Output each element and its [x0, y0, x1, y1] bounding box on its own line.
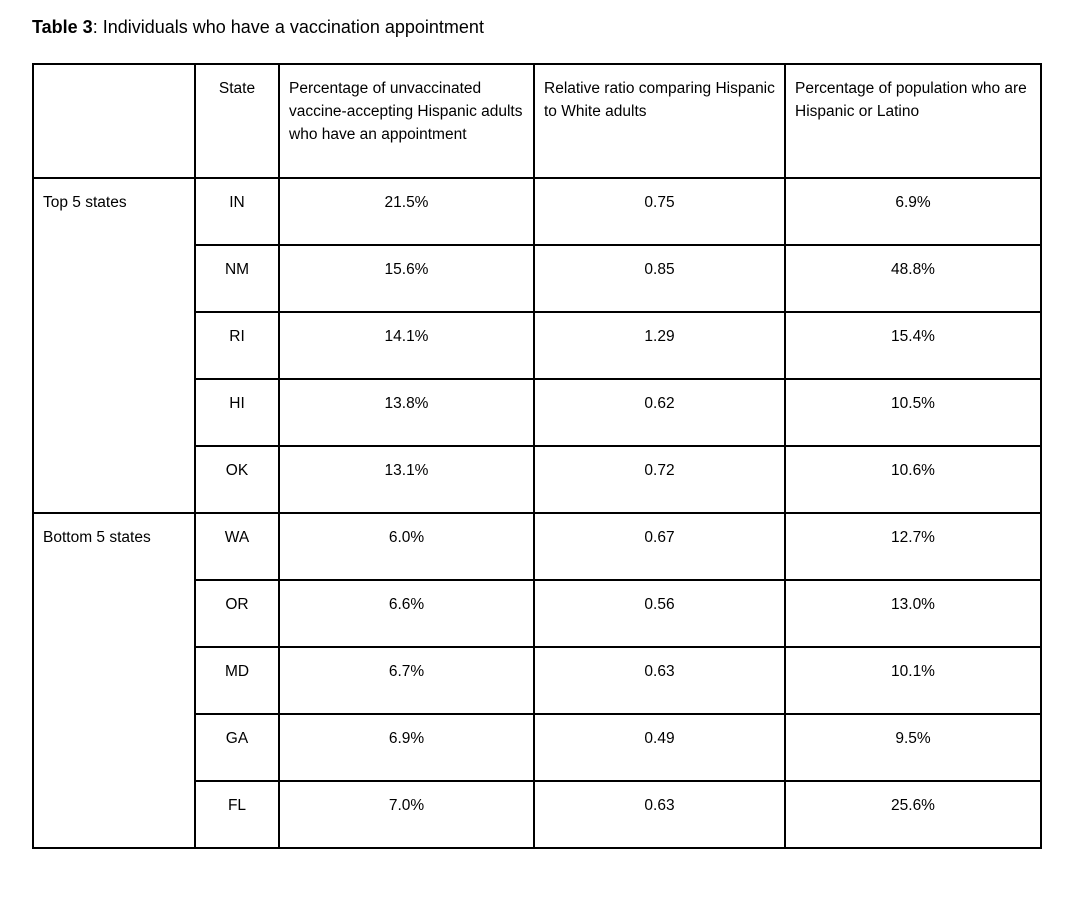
header-cell-empty [32, 63, 196, 179]
cell-appointment-pct: 6.6% [278, 579, 535, 648]
cell-relative-ratio: 0.85 [533, 244, 786, 313]
cell-appointment-pct: 21.5% [278, 177, 535, 246]
cell-state: GA [194, 713, 280, 782]
table-row: Bottom 5 states WA 6.0% 0.67 12.7% [32, 512, 1042, 849]
cell-relative-ratio: 0.72 [533, 445, 786, 514]
cell-population-pct: 12.7% [784, 512, 1042, 581]
table-row: NM 15.6% 0.85 48.8% [33, 244, 1042, 313]
table-row: RI 14.1% 1.29 15.4% [33, 311, 1042, 380]
header-cell-relative-ratio: Relative ratio comparing Hispanic to Whi… [533, 63, 786, 179]
table-caption-label: Table 3 [32, 17, 93, 37]
cell-appointment-pct: 6.9% [278, 713, 535, 782]
table-row: Top 5 states IN 21.5% 0.75 6.9% [32, 177, 1042, 514]
cell-population-pct: 48.8% [784, 244, 1042, 313]
cell-relative-ratio: 0.67 [533, 512, 786, 581]
cell-state: MD [194, 646, 280, 715]
cell-relative-ratio: 0.63 [533, 780, 786, 849]
header-cell-population-pct: Percentage of population who are Hispani… [784, 63, 1042, 179]
cell-population-pct: 15.4% [784, 311, 1042, 380]
cell-appointment-pct: 7.0% [278, 780, 535, 849]
cell-appointment-pct: 14.1% [278, 311, 535, 380]
cell-state: OK [194, 445, 280, 514]
table-row: FL 7.0% 0.63 25.6% [33, 780, 1042, 849]
cell-relative-ratio: 0.49 [533, 713, 786, 782]
cell-relative-ratio: 1.29 [533, 311, 786, 380]
cell-state: HI [194, 378, 280, 447]
table-row: OR 6.6% 0.56 13.0% [33, 579, 1042, 648]
cell-state: WA [194, 512, 280, 581]
table-header-row: State Percentage of unvaccinated vaccine… [32, 63, 1042, 179]
header-cell-state: State [194, 63, 280, 179]
cell-population-pct: 25.6% [784, 780, 1042, 849]
cell-state: RI [194, 311, 280, 380]
group-cell-top5: Top 5 states [32, 177, 196, 514]
cell-appointment-pct: 13.8% [278, 378, 535, 447]
header-cell-appointment-pct: Percentage of unvaccinated vaccine-accep… [278, 63, 535, 179]
cell-population-pct: 9.5% [784, 713, 1042, 782]
cell-population-pct: 10.5% [784, 378, 1042, 447]
table-caption: Table 3: Individuals who have a vaccinat… [32, 15, 1040, 39]
cell-population-pct: 6.9% [784, 177, 1042, 246]
cell-state: OR [194, 579, 280, 648]
cell-population-pct: 13.0% [784, 579, 1042, 648]
cell-appointment-pct: 6.0% [278, 512, 535, 581]
cell-relative-ratio: 0.62 [533, 378, 786, 447]
group-cell-bottom5: Bottom 5 states [32, 512, 196, 849]
cell-appointment-pct: 6.7% [278, 646, 535, 715]
table-row: GA 6.9% 0.49 9.5% [33, 713, 1042, 782]
cell-appointment-pct: 15.6% [278, 244, 535, 313]
cell-relative-ratio: 0.75 [533, 177, 786, 246]
cell-population-pct: 10.6% [784, 445, 1042, 514]
cell-state: IN [194, 177, 280, 246]
table-row: OK 13.1% 0.72 10.6% [33, 445, 1042, 514]
cell-population-pct: 10.1% [784, 646, 1042, 715]
table-row: HI 13.8% 0.62 10.5% [33, 378, 1042, 447]
cell-state: FL [194, 780, 280, 849]
cell-relative-ratio: 0.56 [533, 579, 786, 648]
table-caption-text: : Individuals who have a vaccination app… [92, 17, 484, 37]
table-row: MD 6.7% 0.63 10.1% [33, 646, 1042, 715]
vaccination-appointment-table: State Percentage of unvaccinated vaccine… [32, 63, 1042, 849]
cell-state: NM [194, 244, 280, 313]
cell-appointment-pct: 13.1% [278, 445, 535, 514]
cell-relative-ratio: 0.63 [533, 646, 786, 715]
